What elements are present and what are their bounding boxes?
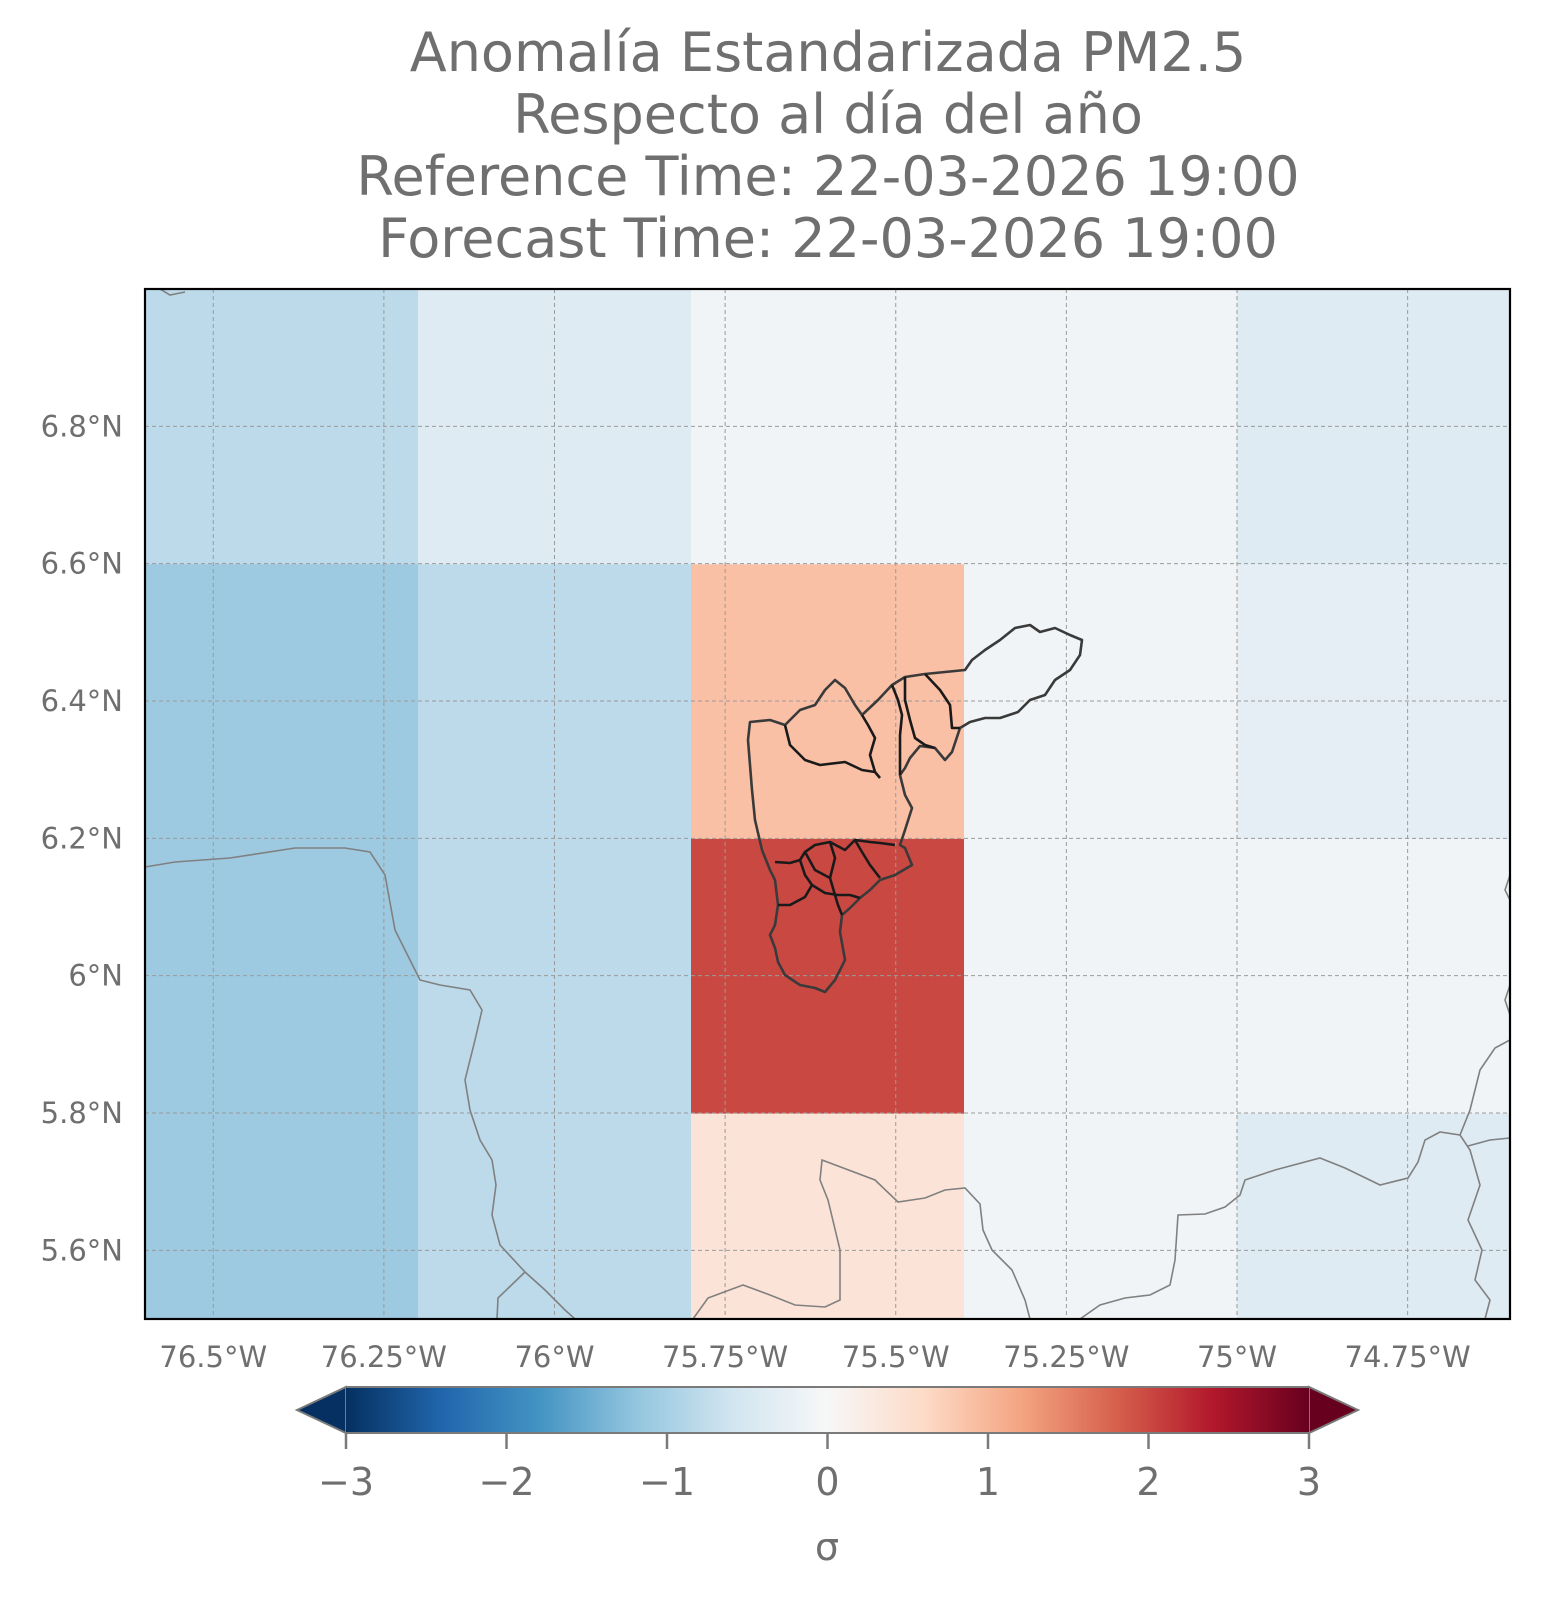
title-line-2: Respecto al día del año <box>513 83 1143 146</box>
x-tick-label: 74.75°W <box>1345 1340 1471 1374</box>
colorbar-tick-label: −1 <box>639 1460 695 1504</box>
colorbar-tick-label: 0 <box>815 1460 839 1504</box>
anomaly-cell <box>145 1113 419 1319</box>
municipal-boundary-north-3 <box>890 684 904 775</box>
municipal-boundaries <box>746 623 1084 994</box>
colorbar-ticks: −3 −2 −1 0 1 2 3 <box>318 1433 1321 1504</box>
y-tick-label: 6.2°N <box>41 821 123 855</box>
municipal-boundary-south-6 <box>853 839 882 879</box>
y-tick-label: 6.8°N <box>41 409 123 443</box>
municipal-boundary-north-1 <box>783 724 881 779</box>
anomaly-cell <box>1237 1113 1510 1319</box>
plot-frame <box>143 287 1512 1321</box>
x-tick-label: 76.5°W <box>159 1340 267 1374</box>
map-title: Anomalía Estandarizada PM2.5 Respecto al… <box>0 22 1544 270</box>
colorbar-tick-label: 3 <box>1297 1460 1321 1504</box>
border-path-3 <box>1079 1039 1510 1319</box>
colorbar-tick-label: 2 <box>1136 1460 1160 1504</box>
municipal-boundary-outer <box>746 623 1084 994</box>
y-tick-label: 6.4°N <box>41 684 123 718</box>
x-tick-label: 76°W <box>514 1340 594 1374</box>
y-tick-label: 5.8°N <box>41 1096 123 1130</box>
border-path-8 <box>159 289 186 296</box>
border-path-7 <box>1504 984 1510 1016</box>
municipal-boundary-south-2 <box>778 859 814 907</box>
border-path-1 <box>496 1271 526 1319</box>
colorbar-label: σ <box>815 1525 839 1569</box>
colorbar-tick-label: 1 <box>976 1460 1000 1504</box>
x-axis-tick-labels: 76.5°W 76.25°W 76°W 75.75°W 75.5°W 75.25°W 75°… <box>159 1340 1470 1374</box>
border-path-6 <box>1504 874 1510 901</box>
anomaly-cell <box>691 1113 965 1319</box>
colorbar-extend-high <box>1308 1385 1361 1435</box>
y-tick-label: 6.6°N <box>41 547 123 581</box>
municipal-boundary-south-3 <box>803 851 844 916</box>
municipal-boundary-south-5 <box>828 841 837 879</box>
colorbar-gradient <box>346 1387 1309 1433</box>
y-tick-label: 6°N <box>68 959 123 993</box>
graticule <box>145 289 1510 1319</box>
x-tick-label: 75.75°W <box>662 1340 788 1374</box>
x-tick-label: 75°W <box>1197 1340 1277 1374</box>
y-axis-tick-labels: 5.6°N 5.8°N 6°N 6.2°N 6.4°N 6.6°N 6.8°N <box>41 409 123 1267</box>
border-path-4 <box>1459 1134 1491 1319</box>
x-tick-label: 75.5°W <box>842 1340 950 1374</box>
y-tick-label: 5.6°N <box>41 1233 123 1267</box>
municipal-boundary-north-4 <box>903 677 936 750</box>
colorbar-tick-label: −3 <box>318 1460 374 1504</box>
coastline-path <box>145 847 576 1319</box>
title-line-1: Anomalía Estandarizada PM2.5 <box>409 21 1247 84</box>
border-path-5 <box>1467 1137 1510 1147</box>
municipal-boundary-north-5 <box>924 673 960 730</box>
colorbar-extend-low <box>294 1385 347 1435</box>
municipal-boundary-south-4 <box>811 883 861 900</box>
colorbar-tick-label: −2 <box>478 1460 534 1504</box>
x-tick-label: 76.25°W <box>321 1340 447 1374</box>
anomaly-cell <box>964 1113 1238 1319</box>
title-line-3: Reference Time: 22-03-2026 19:00 <box>356 145 1300 208</box>
coastline-and-borders <box>145 289 1510 1319</box>
municipal-boundary-north-2 <box>860 714 877 773</box>
border-path-2 <box>692 1158 1031 1319</box>
title-line-4: Forecast Time: 22-03-2026 19:00 <box>378 207 1278 270</box>
colorbar: −3 −2 −1 0 1 2 3 σ <box>294 1385 1361 1569</box>
x-tick-label: 75.25°W <box>1003 1340 1129 1374</box>
